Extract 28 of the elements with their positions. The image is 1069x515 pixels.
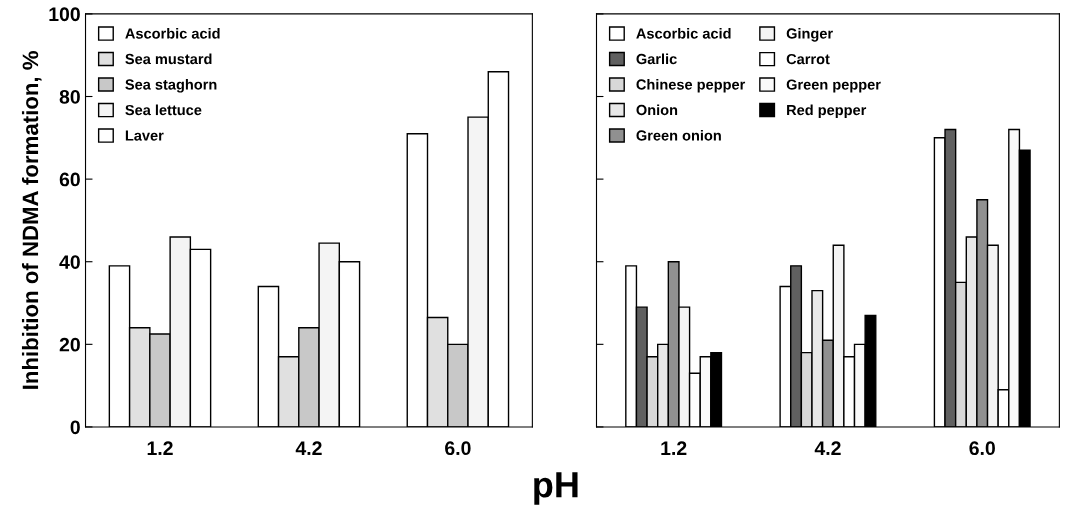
legend-label: Onion (636, 104, 678, 116)
y-tick-label: 20 (59, 337, 80, 352)
x-tick-label: 6.0 (445, 441, 471, 456)
x-axis-title: pH (534, 472, 578, 505)
legend-label: Garlic (636, 53, 677, 65)
y-tick-label: 40 (59, 255, 80, 269)
y-tick-label: 60 (59, 172, 80, 187)
x-tick-label: 1.2 (147, 441, 173, 455)
legend-label: Chinese pepper (636, 78, 746, 93)
legend-label: Ascorbic acid (636, 27, 731, 39)
legend-label: Ascorbic acid (125, 27, 220, 39)
legend-label: Red pepper (787, 104, 867, 119)
legend-label: Ginger (786, 27, 833, 42)
legend-label: Laver (125, 130, 164, 141)
legend-label: Sea mustard (125, 53, 212, 65)
x-tick-label: 1.2 (661, 441, 687, 455)
x-tick-label: 6.0 (969, 441, 995, 456)
y-tick-label: 0 (70, 420, 80, 435)
y-tick-label: 80 (59, 89, 80, 104)
legend-label: Green pepper (786, 79, 881, 93)
x-tick-label: 4.2 (814, 441, 841, 455)
legend-label: Carrot (786, 53, 830, 65)
legend-label: Green onion (636, 129, 721, 141)
x-tick-label: 4.2 (295, 441, 322, 455)
legend-label: Sea staghorn (125, 78, 217, 93)
legend-label: Sea lettuce (125, 104, 202, 116)
y-axis-title: Inhibition of NDMA formation, % (21, 51, 42, 389)
y-tick-label: 100 (49, 7, 80, 22)
